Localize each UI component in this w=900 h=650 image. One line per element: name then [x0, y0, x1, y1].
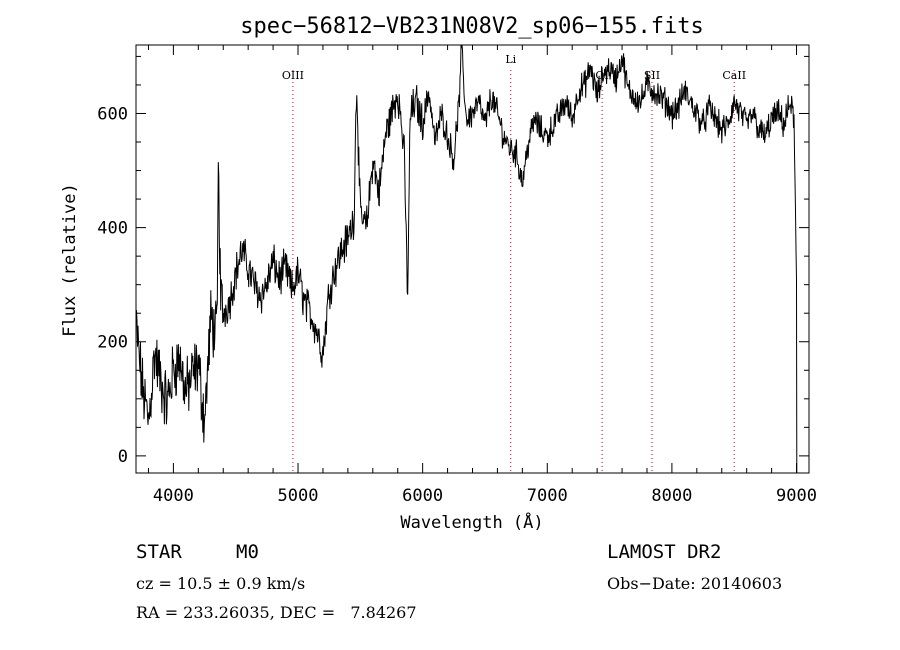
spectral-line-label: CaII [722, 69, 746, 82]
x-tick-label: 4000 [153, 486, 194, 506]
x-tick-label: 6000 [402, 486, 443, 506]
object-class: STAR [136, 541, 182, 563]
axis-ticks: 4000 5000 6000 7000 8000 9000 0 200 400 600 [97, 45, 817, 506]
x-axis-label: Wavelength (Å) [400, 511, 543, 533]
redshift-readout: cz = 10.5 ± 0.9 km/s [136, 574, 306, 593]
y-axis-label: Flux (relative) [60, 183, 80, 337]
y-tick-label: 200 [97, 333, 128, 353]
x-tick-label: 5000 [278, 486, 319, 506]
y-tick-label: 0 [118, 447, 128, 467]
object-subclass: M0 [236, 541, 259, 563]
y-tick-label: 400 [97, 219, 128, 239]
observation-date: Obs−Date: 20140603 [607, 574, 783, 593]
spectrum-line-layer [135, 44, 798, 474]
y-tick-label: 600 [97, 104, 128, 124]
x-tick-label: 9000 [776, 486, 817, 506]
spectral-line-label: Li [505, 53, 516, 66]
coordinates-readout: RA = 233.26035, DEC = 7.84267 [136, 603, 417, 622]
x-tick-label: 8000 [651, 486, 692, 506]
x-tick-label: 7000 [527, 486, 568, 506]
chart-title: spec−56812−VB231N08V2_sp06−155.fits [240, 14, 704, 39]
spectrum-line [135, 44, 798, 474]
survey-name: LAMOST DR2 [607, 541, 722, 563]
spectral-line-label: OIII [282, 69, 304, 82]
